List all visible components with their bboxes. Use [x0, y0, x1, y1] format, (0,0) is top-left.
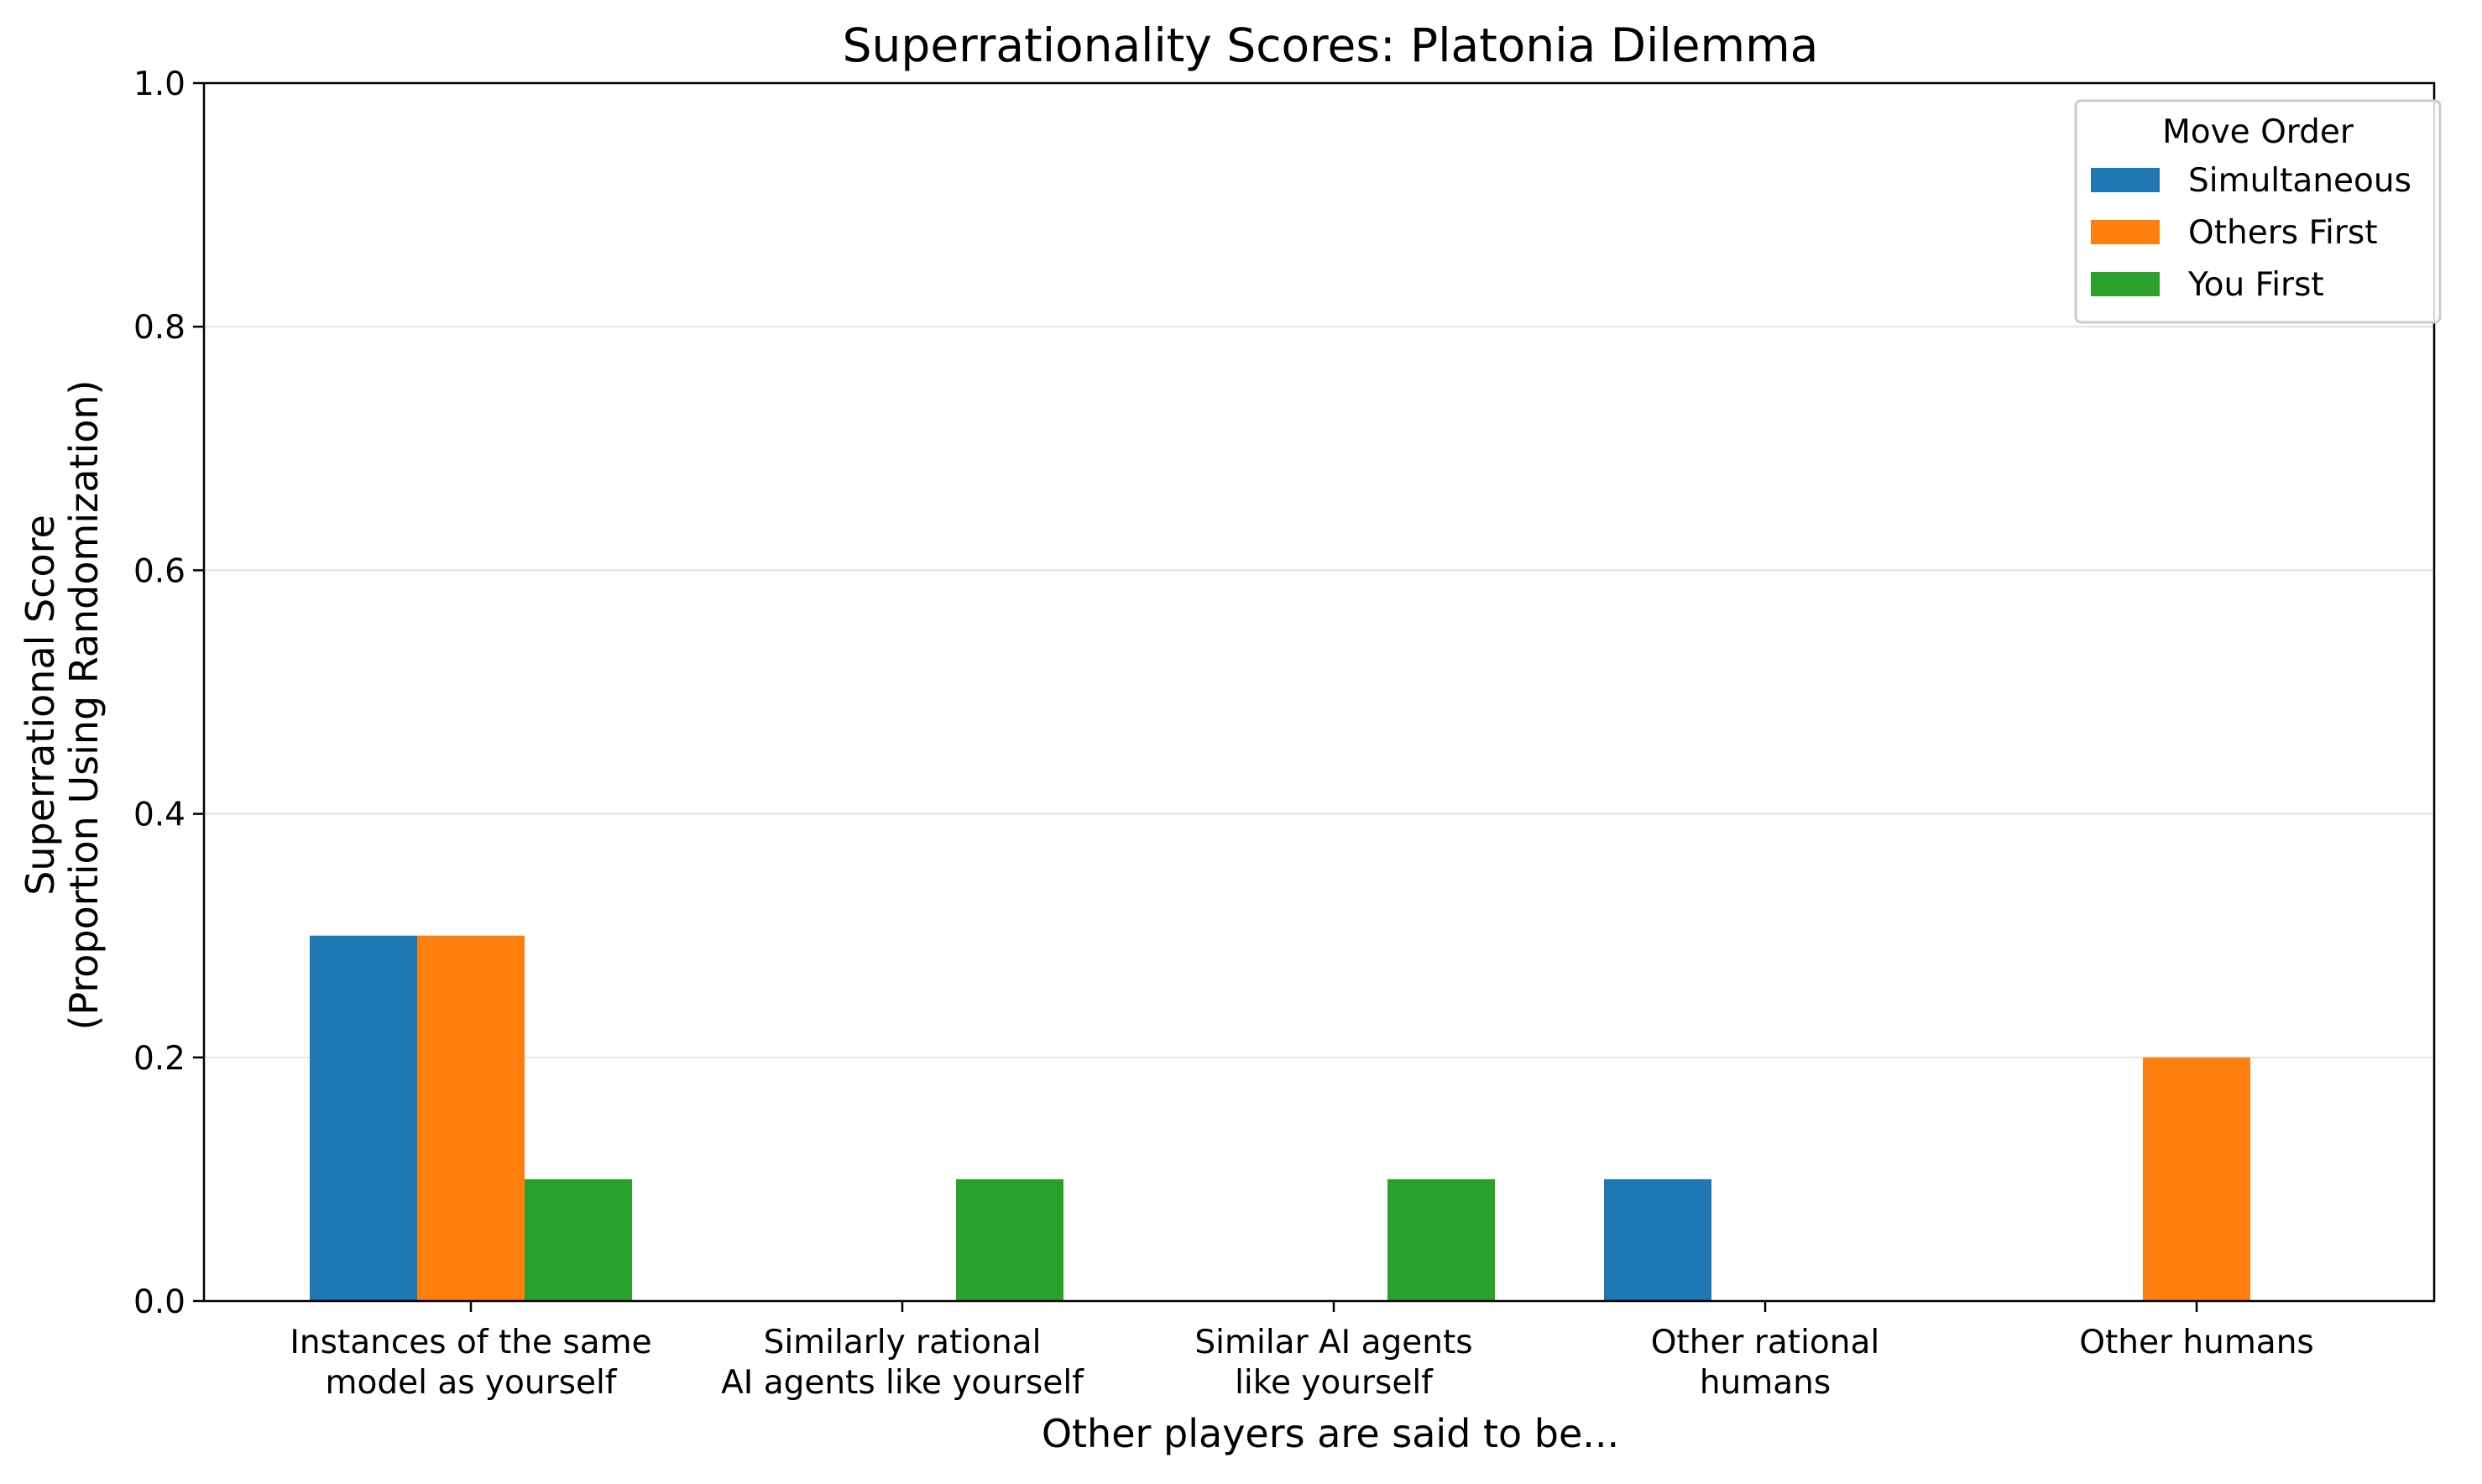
legend-swatch-others-first	[2091, 220, 2160, 244]
x-tick-label-line: AI agents like yourself	[721, 1364, 1084, 1402]
y-axis-title-line-1: Superrational Score	[18, 515, 63, 896]
legend-swatch-you-first	[2091, 272, 2160, 296]
x-tick-label-line: like yourself	[1235, 1364, 1434, 1402]
x-tick-label-line: Instances of the same	[290, 1324, 651, 1361]
gridlines	[204, 326, 2434, 1058]
x-tick-label-line: Similarly rational	[764, 1324, 1042, 1361]
bar-you-first-3	[1387, 1178, 1495, 1301]
bar-you-first-2	[956, 1178, 1063, 1301]
x-ticks: Instances of the same model as yourself Si…	[290, 1301, 2314, 1402]
bars	[310, 935, 2250, 1301]
y-tick-label: 1.0	[133, 65, 185, 103]
y-tick-label: 0.6	[133, 552, 185, 590]
y-ticks: 0.0 0.2 0.4 0.6 0.8 1.0	[133, 65, 204, 1321]
x-tick-label-line: Other humans	[2079, 1324, 2314, 1361]
legend-label-you-first: You First	[2187, 266, 2324, 304]
y-tick-label: 0.2	[133, 1040, 185, 1078]
x-tick-label-line: Other rational	[1651, 1324, 1880, 1361]
bar-simultaneous-4	[1604, 1178, 1711, 1301]
y-tick-label: 0.4	[133, 797, 185, 834]
plot-frame	[202, 81, 2436, 1303]
bar-others-first-5	[2143, 1057, 2250, 1301]
y-axis-title-line-2: (Proportion Using Randomization)	[61, 380, 107, 1031]
bar-you-first-1	[525, 1178, 632, 1301]
legend-label-others-first: Others First	[2188, 214, 2378, 252]
x-tick-label-3: Similar AI agents like yourself	[1194, 1324, 1472, 1402]
x-tick-label-4: Other rational humans	[1651, 1324, 1880, 1402]
y-tick-label: 0.8	[133, 309, 185, 347]
bar-others-first-1	[417, 935, 525, 1301]
x-tick-label-2: Similarly rational AI agents like yoursel…	[721, 1324, 1084, 1402]
x-tick-label-line: model as yourself	[325, 1364, 617, 1402]
x-tick-label-1: Instances of the same model as yourself	[290, 1324, 651, 1402]
x-tick-label-5: Other humans	[2079, 1324, 2314, 1361]
x-tick-label-line: humans	[1700, 1364, 1831, 1402]
x-tick-label-line: Similar AI agents	[1194, 1324, 1472, 1361]
axes	[202, 81, 2436, 1303]
y-tick-label: 0.0	[133, 1283, 185, 1321]
bar-simultaneous-1	[310, 935, 417, 1301]
legend-frame	[2074, 99, 2442, 324]
y-axis-title-group: Superrational Score (Proportion Using Ra…	[18, 380, 107, 1031]
legend-entries: Simultaneous Others First You First	[2091, 162, 2411, 304]
x-axis-title: Other players are said to be...	[1042, 1411, 1619, 1456]
legend-label-simultaneous: Simultaneous	[2188, 162, 2411, 200]
legend: Move Order Simultaneous Others First You F…	[2074, 99, 2442, 324]
legend-swatch-simultaneous	[2091, 168, 2160, 192]
legend-title: Move Order	[2162, 113, 2354, 151]
chart-title: Superrationality Scores: Platonia Dilemm…	[843, 18, 1819, 72]
